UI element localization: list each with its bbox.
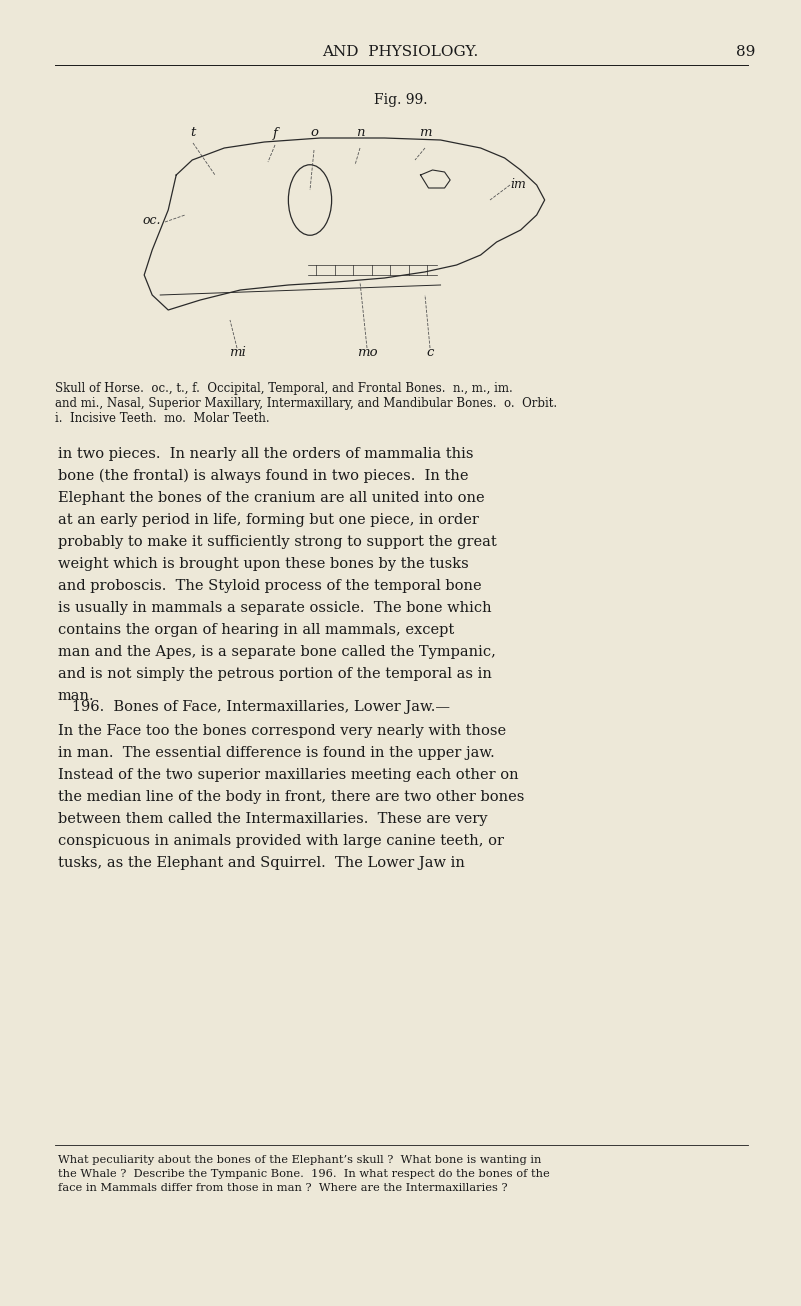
Text: and is not simply the petrous portion of the temporal as in: and is not simply the petrous portion of…	[58, 667, 492, 680]
Text: i.  Incisive Teeth.  mo.  Molar Teeth.: i. Incisive Teeth. mo. Molar Teeth.	[55, 411, 270, 424]
Text: at an early period in life, forming but one piece, in order: at an early period in life, forming but …	[58, 513, 479, 528]
Text: m: m	[419, 127, 431, 140]
Text: oc.: oc.	[143, 213, 161, 226]
Text: tusks, as the Elephant and Squirrel.  The Lower Jaw in: tusks, as the Elephant and Squirrel. The…	[58, 855, 465, 870]
Text: 196.  Bones of Face, Intermaxillaries, Lower Jaw.—: 196. Bones of Face, Intermaxillaries, Lo…	[58, 700, 450, 714]
Text: o: o	[310, 127, 318, 140]
Text: in man.  The essential difference is found in the upper jaw.: in man. The essential difference is foun…	[58, 746, 495, 760]
Text: weight which is brought upon these bones by the tusks: weight which is brought upon these bones…	[58, 556, 469, 571]
Text: im: im	[510, 179, 526, 192]
Text: What peculiarity about the bones of the Elephant’s skull ?  What bone is wanting: What peculiarity about the bones of the …	[58, 1155, 541, 1165]
Text: and mi., Nasal, Superior Maxillary, Intermaxillary, and Mandibular Bones.  o.  O: and mi., Nasal, Superior Maxillary, Inte…	[55, 397, 557, 410]
Text: c: c	[426, 346, 433, 359]
Text: face in Mammals differ from those in man ?  Where are the Intermaxillaries ?: face in Mammals differ from those in man…	[58, 1183, 508, 1192]
Text: bone (the frontal) is always found in two pieces.  In the: bone (the frontal) is always found in tw…	[58, 469, 469, 483]
Text: mo: mo	[356, 346, 377, 359]
Text: in two pieces.  In nearly all the orders of mammalia this: in two pieces. In nearly all the orders …	[58, 447, 473, 461]
Text: man and the Apes, is a separate bone called the Tympanic,: man and the Apes, is a separate bone cal…	[58, 645, 496, 660]
Text: 89: 89	[735, 44, 755, 59]
Text: is usually in mammals a separate ossicle.  The bone which: is usually in mammals a separate ossicle…	[58, 601, 492, 615]
Text: conspicuous in animals provided with large canine teeth, or: conspicuous in animals provided with lar…	[58, 835, 504, 848]
Text: mi: mi	[228, 346, 245, 359]
Text: Instead of the two superior maxillaries meeting each other on: Instead of the two superior maxillaries …	[58, 768, 518, 782]
Text: the median line of the body in front, there are two other bones: the median line of the body in front, th…	[58, 790, 525, 804]
Text: between them called the Intermaxillaries.  These are very: between them called the Intermaxillaries…	[58, 812, 488, 825]
Text: man.: man.	[58, 690, 95, 703]
Text: Skull of Horse.  oc., t., f.  Occipital, Temporal, and Frontal Bones.  n., m., i: Skull of Horse. oc., t., f. Occipital, T…	[55, 381, 513, 394]
Text: AND  PHYSIOLOGY.: AND PHYSIOLOGY.	[322, 44, 479, 59]
Text: Fig. 99.: Fig. 99.	[374, 93, 427, 107]
Text: In the Face too the bones correspond very nearly with those: In the Face too the bones correspond ver…	[58, 724, 506, 738]
Text: contains the organ of hearing in all mammals, except: contains the organ of hearing in all mam…	[58, 623, 454, 637]
Text: f: f	[272, 127, 277, 140]
Text: Elephant the bones of the cranium are all united into one: Elephant the bones of the cranium are al…	[58, 491, 485, 505]
Text: and proboscis.  The Styloid process of the temporal bone: and proboscis. The Styloid process of th…	[58, 579, 481, 593]
Text: t: t	[191, 127, 195, 140]
Text: probably to make it sufficiently strong to support the great: probably to make it sufficiently strong …	[58, 535, 497, 549]
Text: n: n	[356, 127, 364, 140]
Text: the Whale ?  Describe the Tympanic Bone.  196.  In what respect do the bones of : the Whale ? Describe the Tympanic Bone. …	[58, 1169, 549, 1179]
